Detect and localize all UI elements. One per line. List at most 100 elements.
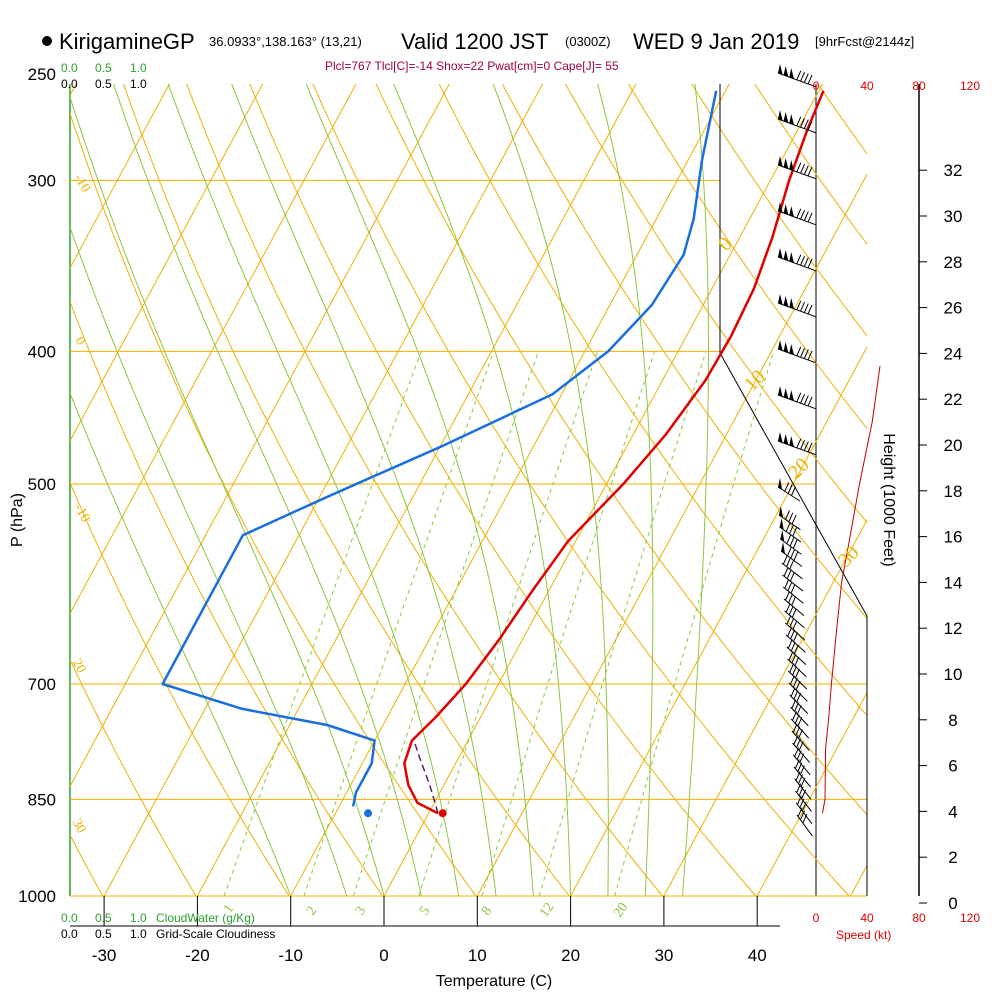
- svg-text:40: 40: [860, 79, 874, 93]
- svg-text:2: 2: [304, 904, 320, 918]
- cloudwater-label: CloudWater (g/Kg): [156, 911, 255, 925]
- wind-barb: [785, 615, 806, 641]
- svg-text:8: 8: [479, 904, 495, 918]
- svg-text:120: 120: [960, 79, 980, 93]
- surface-temperature-point: [438, 809, 447, 818]
- height-tick-label: 26: [944, 299, 963, 318]
- wind-barb: [793, 759, 811, 788]
- height-tick-label: 14: [944, 573, 963, 592]
- dry-adiabat-line: [70, 111, 477, 896]
- height-tick-label: 20: [944, 436, 963, 455]
- speed-scale-top: 0 40 80 120: [813, 79, 981, 93]
- wind-barb: [777, 432, 816, 456]
- wind-barb: [778, 506, 801, 531]
- cloudwater-scale-bottom: 0.0 0.5 1.0 CloudWater (g/Kg) 0.0 0.5 1.…: [61, 911, 275, 941]
- dry-adiabat-line: [70, 833, 104, 896]
- height-tick-label: 0: [948, 894, 957, 913]
- height-tick-label: 30: [944, 207, 963, 226]
- dewpoint-line: [161, 90, 718, 807]
- svg-text:0.5: 0.5: [95, 77, 112, 91]
- height-axis-label: Height (1000 Feet): [880, 433, 897, 566]
- wind-barb: [782, 567, 804, 592]
- pressure-tick-label: 850: [28, 790, 56, 809]
- wind-barb: [796, 807, 813, 837]
- dry-adiabat-line: [438, 84, 867, 717]
- thermo-grid: [0, 0, 1000, 925]
- height-tick-label: 32: [944, 161, 963, 180]
- isotherm-line: [70, 84, 170, 270]
- pressure-axis: 300 400 500 700 850 1000 250: [18, 65, 56, 906]
- svg-text:0.5: 0.5: [95, 927, 112, 941]
- isotherm-line: [663, 518, 867, 896]
- moist-adiabat-line: [231, 84, 497, 896]
- wind-barb: [786, 639, 807, 666]
- wind-barb: [791, 723, 810, 751]
- pressure-axis-label: P (hPa): [9, 493, 26, 547]
- dry-adiabat-line: [902, 0, 1000, 925]
- dry-adiabat-line: [312, 84, 850, 896]
- parcel-line: [412, 738, 439, 814]
- isotherm-line: [570, 346, 867, 896]
- wind-barb: [794, 771, 812, 800]
- svg-text:-10: -10: [71, 172, 93, 196]
- mixing-ratio-line: [614, 351, 774, 896]
- svg-text:12: 12: [537, 900, 557, 920]
- wind-barb: [777, 340, 816, 364]
- mixing-ratio-line: [481, 351, 656, 896]
- svg-text:30: 30: [834, 542, 864, 572]
- dry-adiabat-line: [628, 84, 867, 430]
- dry-adiabat-line: [70, 300, 384, 896]
- wind-barb: [790, 711, 810, 739]
- svg-text:40: 40: [860, 911, 874, 925]
- moist-adiabat-line: [305, 84, 534, 896]
- svg-text:3: 3: [353, 904, 369, 918]
- isotherm-line: [928, 0, 1000, 925]
- surface-dewpoint-point: [364, 809, 373, 818]
- svg-text:80: 80: [912, 911, 926, 925]
- moist-adiabat-line: [492, 84, 609, 896]
- wind-barb: [777, 478, 801, 502]
- pressure-tick-label: 1000: [18, 887, 56, 906]
- sounding-series: [161, 90, 881, 818]
- isotherm-line: [756, 691, 867, 896]
- moist-adiabat-line: [70, 391, 292, 896]
- temperature-tick-label: -10: [278, 946, 303, 965]
- isobars: [70, 179, 867, 897]
- valid-date: WED 9 Jan 2019: [633, 29, 799, 54]
- height-tick-label: 10: [944, 665, 963, 684]
- wind-barb: [784, 603, 805, 629]
- dry-adiabat-labels-left: -10 0 -10 20 30: [69, 172, 93, 837]
- wind-barb: [795, 795, 813, 824]
- wind-barb: [785, 627, 806, 653]
- cloudwater-scale-top: 0.0 0.5 1.0 0.0 0.5 1.0: [61, 61, 147, 91]
- title-bar: KirigamineGP 36.0933°,138.163° (13,21) V…: [42, 29, 914, 73]
- dry-adiabat-line: [70, 481, 290, 896]
- speed-scale-bottom: 0 40 80 120 Speed (kt): [813, 911, 981, 942]
- svg-text:0.0: 0.0: [61, 61, 78, 75]
- svg-text:0.5: 0.5: [95, 911, 112, 925]
- station-coords: 36.0933°,138.163° (13,21): [209, 34, 362, 49]
- svg-text:80: 80: [912, 79, 926, 93]
- pressure-tick-label: 400: [28, 342, 56, 361]
- wind-barb: [787, 663, 808, 690]
- height-tick-label: 24: [944, 344, 963, 363]
- svg-text:0: 0: [813, 911, 820, 925]
- height-tick-label: 8: [948, 711, 957, 730]
- isotherm-line: [0, 0, 61, 925]
- isotherm-line: [476, 173, 867, 896]
- dry-adiabat-line: [501, 84, 867, 620]
- height-tick-label: 2: [948, 848, 957, 867]
- moist-adiabat-line: [597, 84, 654, 896]
- dry-adiabat-line: [0, 0, 24, 925]
- height-tick-label: 16: [944, 528, 963, 547]
- height-tick-label: 12: [944, 619, 963, 638]
- svg-text:120: 120: [960, 911, 980, 925]
- station-name: KirigamineGP: [59, 29, 195, 54]
- moist-adiabat-line: [393, 84, 572, 896]
- wind-barb: [790, 699, 809, 727]
- svg-text:5: 5: [417, 904, 433, 918]
- height-tick-label: 18: [944, 482, 963, 501]
- svg-text:1.0: 1.0: [130, 911, 147, 925]
- svg-text:0.0: 0.0: [61, 927, 78, 941]
